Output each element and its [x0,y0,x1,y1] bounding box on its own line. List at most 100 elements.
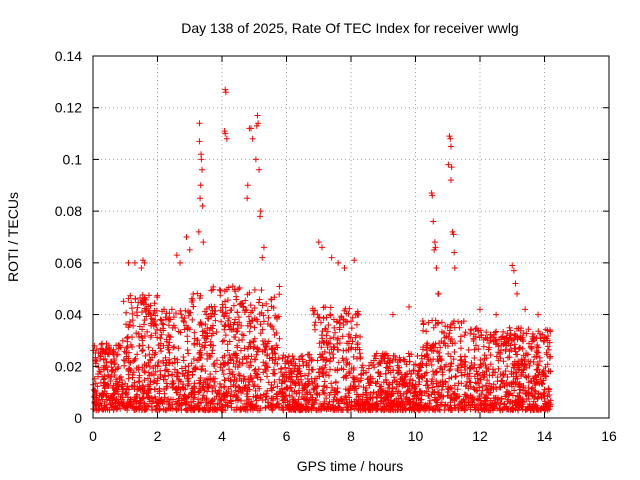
data-point [275,313,282,320]
data-point [264,321,271,328]
data-point [528,404,535,411]
data-point [234,344,241,351]
data-point [348,344,355,351]
data-point [185,350,192,357]
data-point [328,380,335,387]
data-point [141,361,148,368]
data-point [166,349,173,356]
data-point [211,378,218,385]
data-point [442,323,449,330]
data-point [246,339,253,346]
data-point [477,361,484,368]
data-point [415,381,422,388]
data-point [188,298,195,305]
data-point [151,394,158,401]
data-point [506,400,513,407]
data-point [391,397,398,404]
data-point [271,350,278,357]
data-point [451,349,458,356]
data-point-peak [351,257,358,264]
data-point-peak [477,306,483,313]
data-point [499,333,506,340]
data-point [122,389,129,396]
data-point [309,366,316,373]
data-point [518,356,525,363]
data-point [167,316,174,323]
data-point [515,325,522,332]
data-point-peak [435,290,442,297]
data-point [305,362,312,369]
data-point-peak [315,239,322,246]
data-point [238,389,245,396]
data-point-peak [431,239,438,246]
data-point [212,387,219,394]
data-point [531,387,538,394]
data-point [100,392,107,399]
data-point [327,335,334,342]
data-point [151,300,158,307]
data-point-peak [522,306,529,313]
data-point [500,371,507,378]
data-point [439,369,446,376]
y-tick-label: 0.04 [55,307,82,323]
data-point [434,389,441,396]
data-point [239,336,246,343]
data-point [220,392,227,399]
data-point [128,305,135,312]
data-point [100,356,107,363]
data-point [420,321,427,328]
data-point [196,351,203,358]
data-point [139,298,146,305]
data-point [185,393,192,400]
data-point [365,365,372,372]
data-point [443,333,450,340]
data-point [484,334,491,341]
data-point [472,379,479,386]
data-point [235,370,242,377]
data-point [260,359,267,366]
data-point [207,354,214,361]
data-point [516,381,523,388]
data-point [279,355,286,362]
data-point [508,337,515,344]
data-point-peak [510,267,517,274]
data-point [402,382,409,389]
data-point [345,368,352,375]
data-point [469,401,476,408]
data-point [458,372,465,379]
data-point [154,334,161,341]
data-point-peak [430,218,437,225]
data-point [181,318,188,325]
data-point [498,377,505,384]
data-point [490,381,497,388]
data-point [354,341,361,348]
data-point [382,395,389,402]
data-point [501,383,508,390]
data-point [353,396,360,403]
data-point [512,369,519,376]
data-point [131,379,138,386]
data-point [495,357,502,364]
data-point [141,368,148,375]
data-point [222,298,229,305]
data-point [123,321,130,328]
data-point [217,364,224,371]
data-point [212,308,219,315]
data-point-peak [138,265,145,272]
data-point [148,315,155,322]
data-point [376,373,383,380]
data-point [527,358,534,365]
data-point [119,386,126,393]
data-point [218,397,225,404]
data-point [149,320,156,327]
data-point [124,343,131,350]
data-point [97,353,104,360]
data-point [480,343,487,350]
data-point [514,393,521,400]
data-point [107,378,114,385]
data-point [121,362,128,369]
data-point-peak [341,265,348,272]
data-point [173,406,180,413]
data-point [194,337,201,344]
data-point [296,356,303,363]
